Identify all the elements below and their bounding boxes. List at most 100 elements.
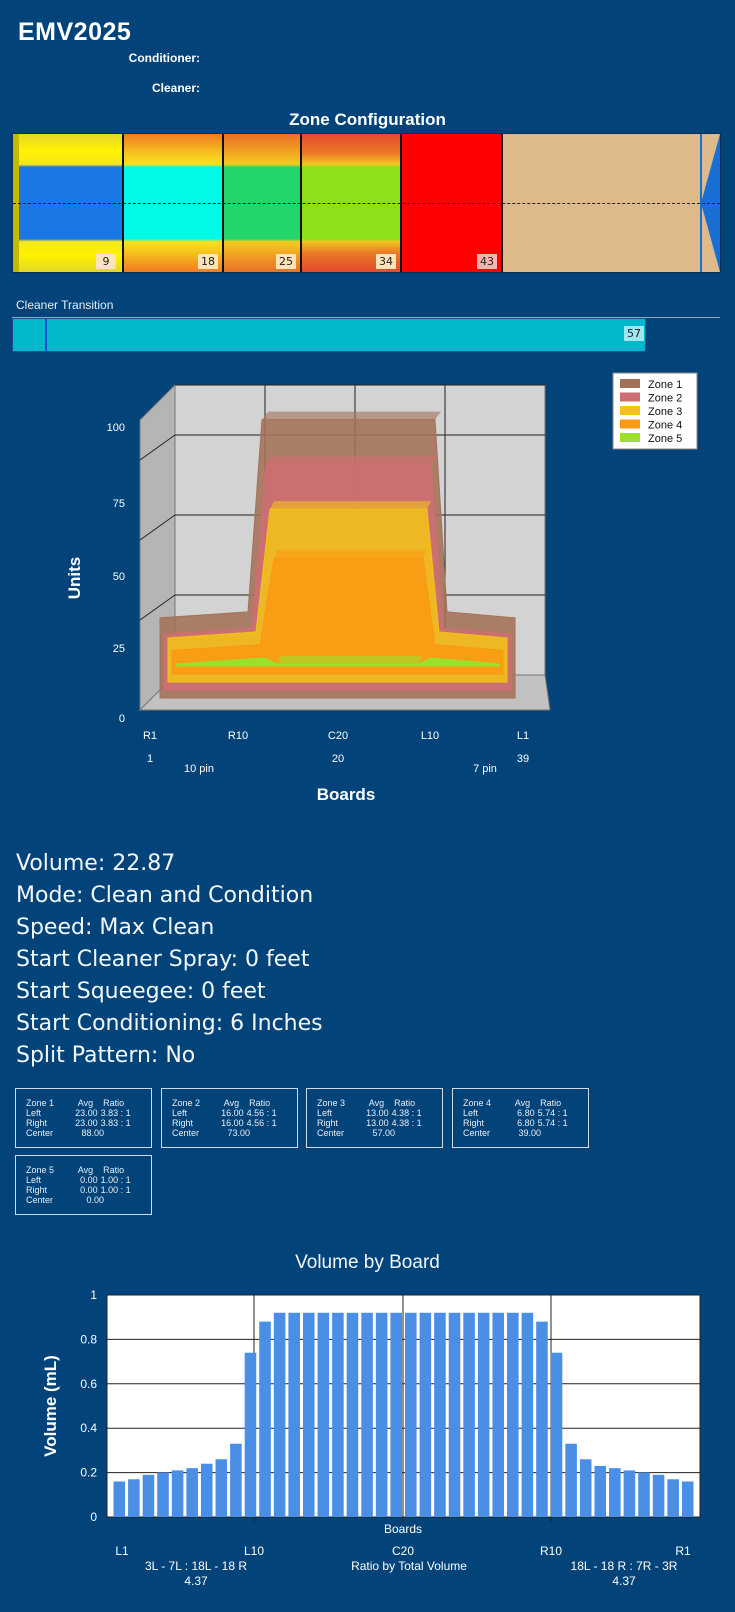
zone-stats-box-4: Zone 4 Avg Ratio Left 6.80 5.74 : 1 Right 6.8… [452, 1088, 589, 1148]
volume-bar-34 [594, 1465, 607, 1517]
cleaner-transition-value: 57 [624, 326, 644, 341]
legend-swatch-3 [620, 406, 640, 415]
volume-bar-11 [259, 1321, 271, 1517]
vb-xtick-l1: L1 [115, 1544, 129, 1558]
transition-start-marker[interactable] [45, 319, 47, 351]
zone-stats-left-label: Left [26, 1175, 42, 1185]
xtick-39: 39 [517, 753, 529, 765]
volume-bar-3 [142, 1474, 155, 1517]
volume-bar-31 [550, 1352, 563, 1517]
ytick-50: 50 [113, 571, 125, 583]
zone-stats-name: Zone 1 [26, 1098, 55, 1108]
zone-stats-left-avg: 23.00 [75, 1108, 98, 1118]
volume-bar-29 [521, 1312, 534, 1517]
zone-stats-left-ratio: 4.38 : 1 [391, 1108, 422, 1118]
zone-stats-left-ratio: 3.83 : 1 [100, 1108, 131, 1118]
zone-stats-left-avg: 13.00 [366, 1108, 389, 1118]
legend-swatch-2 [620, 392, 640, 402]
legend-swatch-1 [620, 379, 640, 388]
left-ratio-value: 4.37 [184, 1574, 208, 1588]
volume-bar-36 [623, 1470, 636, 1517]
volume-bar-17 [346, 1312, 359, 1517]
xtick-1: 1 [147, 753, 153, 765]
volume-bar-22 [419, 1312, 432, 1517]
zone-stats-name: Zone 3 [317, 1098, 346, 1108]
zone-stats-right-ratio: 4.56 : 1 [246, 1118, 277, 1128]
zone-stats-center-avg: 39.00 [518, 1128, 541, 1138]
volume-ytick-0: 0 [90, 1510, 97, 1524]
volume-bar-5 [171, 1470, 184, 1517]
zone-stats-right-label: Right [463, 1118, 485, 1128]
volume-bar-19 [375, 1312, 388, 1517]
zone-stats-ratio-header: Ratio [540, 1098, 562, 1108]
zone-stats-center-avg: 88.00 [81, 1128, 104, 1138]
zone-stats-name: Zone 5 [26, 1165, 55, 1175]
zone-marker-43: 43 [477, 254, 497, 269]
zone-stats-left-label: Left [26, 1108, 42, 1118]
squeegee-info: Start Squeegee: 0 feet [16, 979, 266, 1004]
zone-stats-avg-header: Avg [223, 1098, 240, 1108]
zone-stats-box-1: Zone 1 Avg Ratio Left 23.00 3.83 : 1 Right 23… [15, 1088, 152, 1148]
pin-label-7: 7 pin [473, 763, 497, 775]
volume-ytick-1: 0.2 [80, 1466, 97, 1480]
volume-bar-20 [390, 1312, 402, 1517]
volume-bar-23 [434, 1312, 446, 1517]
volume-bar-2 [128, 1479, 140, 1517]
volume-bar-12 [273, 1312, 286, 1517]
zone-stats-box-5: Zone 5 Avg Ratio Left 0.00 1.00 : 1 Right 0.0… [15, 1155, 152, 1215]
cleaner-label: Cleaner: [151, 81, 200, 95]
zone-stats-right-label: Right [26, 1118, 48, 1128]
zone-marker-18: 18 [198, 254, 218, 269]
zone-stats-right-avg: 16.00 [221, 1118, 244, 1128]
legend-label-1: Zone 1 [648, 379, 682, 391]
zone-stats-left-label: Left [463, 1108, 479, 1118]
zone-stats-ratio-header: Ratio [103, 1098, 125, 1108]
zone-area-top-5 [278, 656, 422, 664]
volume-bar-4 [157, 1472, 169, 1517]
cleaner-spray-info: Start Cleaner Spray: 0 feet [16, 947, 310, 972]
zone-stats-center-label: Center [317, 1128, 345, 1138]
zone-configuration-strip[interactable]: 9 18 25 34 43 [12, 133, 721, 273]
volume-bar-27 [492, 1312, 505, 1517]
ytick-75: 75 [113, 498, 125, 510]
zone-stats-center-label: Center [172, 1128, 200, 1138]
vb-xtick-r10: R10 [540, 1544, 562, 1558]
zone-marker-25: 25 [276, 254, 296, 269]
legend-swatch-4 [620, 419, 640, 429]
zone-area-top-4 [274, 550, 427, 559]
zone-stats-right-avg: 6.80 [517, 1118, 535, 1128]
left-ratio-label: 3L - 7L : 18L - 18 R [145, 1559, 247, 1573]
legend-label-5: Zone 5 [648, 433, 682, 445]
zone-stats-avg-header: Avg [77, 1098, 94, 1108]
zone-stats-name: Zone 4 [463, 1098, 492, 1108]
right-ratio-value: 4.37 [612, 1574, 636, 1588]
zone-stats-right-avg: 13.00 [366, 1118, 389, 1128]
volume-bar-10 [244, 1352, 257, 1517]
xtick-c20: C20 [328, 730, 348, 742]
volume-bar-1 [113, 1481, 126, 1517]
zone-area-top-1 [262, 411, 441, 420]
zone-stats-right-ratio: 5.74 : 1 [537, 1118, 568, 1128]
conditioner-label: Conditioner: [128, 51, 200, 65]
volume-bar-32 [565, 1443, 577, 1517]
zone-units-chart: 100 75 50 25 0 Units R1 R10 C20 L10 L1 1… [65, 372, 698, 804]
right-ratio-label: 18L - 18 R : 7R - 3R [571, 1559, 678, 1573]
zone-stats-avg-header: Avg [77, 1165, 94, 1175]
cleaner-transition-fill [12, 318, 646, 352]
ytick-0: 0 [119, 713, 125, 725]
units-axis-label: Units [65, 557, 84, 600]
cleaner-transition-track[interactable]: 57 [12, 317, 720, 352]
vb-xtick-c20: C20 [392, 1544, 414, 1558]
zone-stats-left-label: Left [317, 1108, 333, 1118]
zone-stats-right-label: Right [317, 1118, 339, 1128]
zone-stats-ratio-header: Ratio [394, 1098, 416, 1108]
legend-label-2: Zone 2 [648, 393, 682, 405]
xtick-r10: R10 [228, 730, 248, 742]
zone-stats-right-ratio: 4.38 : 1 [391, 1118, 422, 1128]
volume-axis-label: Volume (mL) [41, 1355, 60, 1457]
zone-stats-name: Zone 2 [172, 1098, 201, 1108]
volume-bar-16 [332, 1312, 344, 1517]
zone-stats-ratio-header: Ratio [249, 1098, 271, 1108]
volume-ytick-5: 1 [90, 1288, 97, 1302]
volume-bar-37 [638, 1472, 650, 1517]
